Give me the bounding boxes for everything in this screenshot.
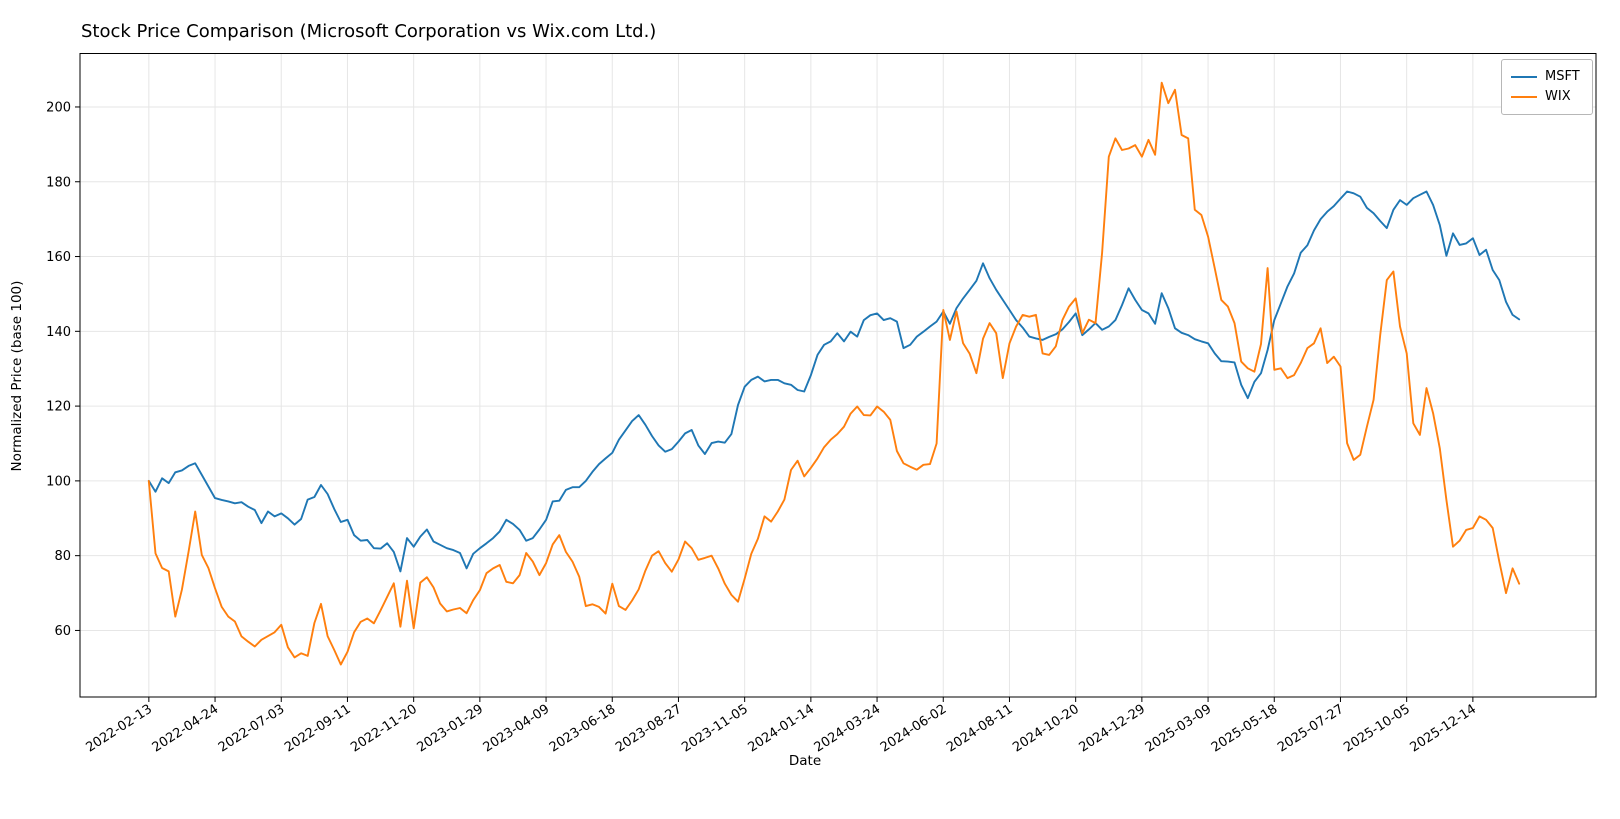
y-tick-label: 180	[46, 175, 71, 190]
legend-entry-msft: MSFT	[1511, 67, 1582, 87]
x-tick-label: 2022-11-20	[348, 702, 420, 756]
legend-entry-wix: WIX	[1511, 87, 1582, 107]
x-tick-label: 2025-10-05	[1341, 702, 1413, 756]
y-axis-label: Normalized Price (base 100)	[9, 206, 25, 546]
y-tick-label: 160	[46, 250, 71, 265]
y-tick-label: 60	[54, 624, 71, 639]
wix-line-swatch	[1511, 96, 1537, 98]
legend-label-wix: WIX	[1545, 89, 1571, 104]
msft-line-swatch	[1511, 76, 1537, 78]
legend-label-msft: MSFT	[1545, 69, 1580, 84]
x-axis-label-text: Date	[788, 753, 822, 769]
x-tick-label: 2024-12-29	[1076, 702, 1148, 756]
x-axis-label: Date	[0, 753, 1620, 769]
x-tick-label: 2023-11-05	[679, 702, 751, 756]
legend: MSFT WIX	[1501, 59, 1593, 115]
y-tick-label: 140	[46, 325, 71, 340]
x-tick-label: 2023-06-18	[547, 702, 619, 756]
x-tick-label: 2024-01-14	[745, 702, 817, 756]
x-tick-label: 2025-07-27	[1275, 702, 1347, 756]
x-tick-label: 2024-10-20	[1010, 702, 1082, 756]
y-tick-label: 100	[46, 474, 71, 489]
y-axis-label-text: Normalized Price (base 100)	[9, 280, 25, 472]
x-tick-label: 2023-08-27	[613, 702, 685, 756]
x-tick-label: 2025-03-09	[1143, 702, 1215, 756]
y-tick-label: 200	[46, 100, 71, 115]
y-tick-label: 80	[54, 549, 71, 564]
x-tick-label: 2024-08-11	[944, 702, 1016, 756]
plot-border	[79, 53, 1597, 698]
y-tick-label: 120	[46, 400, 71, 415]
x-tick-label: 2022-04-24	[150, 702, 222, 756]
ticks	[75, 106, 1474, 702]
chart-title: Stock Price Comparison (Microsoft Corpor…	[81, 21, 657, 42]
msft-line	[147, 190, 1521, 573]
x-tick-label: 2025-05-18	[1209, 702, 1281, 756]
x-tick-label: 2023-04-09	[481, 702, 553, 756]
wix-line	[147, 81, 1521, 666]
x-tick-label: 2022-09-11	[282, 702, 354, 756]
x-tick-label: 2024-03-24	[812, 702, 884, 756]
x-tick-label: 2024-06-02	[878, 702, 950, 756]
x-tick-label: 2022-07-03	[216, 702, 288, 756]
gridlines	[80, 53, 1596, 697]
x-tick-label: 2025-12-14	[1408, 702, 1480, 756]
x-tick-label: 2023-01-29	[414, 702, 486, 756]
x-tick-label: 2022-02-13	[83, 702, 155, 756]
